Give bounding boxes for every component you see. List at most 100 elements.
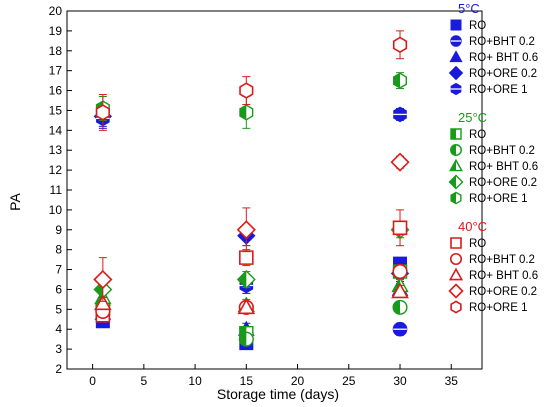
data-point: [392, 321, 408, 337]
data-point: [236, 270, 256, 289]
y-tick-label: 15: [49, 103, 63, 117]
series-group: [93, 30, 410, 323]
y-tick-label: 5: [55, 302, 62, 316]
legend-entry-label: RO+ORE 0.2: [469, 68, 537, 80]
legend-marker: [450, 35, 462, 47]
data-point-shape: [93, 269, 113, 290]
series: [93, 152, 410, 302]
legend-marker-shape-fill: [449, 175, 456, 189]
data-point-shape: [391, 282, 409, 299]
data-point: [392, 36, 408, 54]
x-axis-label: Storage time (days): [217, 386, 339, 402]
legend-marker: [448, 267, 464, 281]
data-point: [393, 72, 408, 89]
legend-entry-label: RO: [469, 238, 486, 250]
legend-marker: [448, 174, 464, 190]
y-tick-label: 10: [49, 203, 63, 217]
y-tick-label: 4: [55, 322, 62, 336]
data-point-shape-fill: [240, 105, 247, 120]
y-tick-label: 9: [55, 223, 62, 237]
legend-marker-shape: [449, 50, 463, 63]
axes: 0 5 10 15 20 25 30 35 2 3 4 5 6 7 8 9 10 11 12 13 14 15 16 17 18…: [49, 4, 483, 388]
legend-marker-shape-fill: [451, 192, 456, 204]
x-tick-label: 20: [291, 374, 305, 388]
x-tick-label: 15: [240, 374, 254, 388]
y-tick-label: 18: [49, 44, 63, 58]
data-point-shape-fill: [237, 271, 247, 288]
x-tick-label: 10: [188, 374, 202, 388]
legend-group-title: 5°C: [458, 1, 480, 16]
y-tick-label: 6: [55, 282, 62, 296]
legend-marker-shape: [448, 267, 464, 281]
legend-marker-shape: [448, 65, 464, 81]
data-point: [94, 294, 112, 311]
data-point: [93, 269, 113, 290]
data-marks: [93, 30, 410, 351]
data-point-shape: [392, 263, 408, 280]
legend-entry-label: RO+ORE 1: [469, 302, 527, 314]
data-point: [238, 331, 254, 347]
legend-marker-shape: [450, 300, 462, 314]
y-tick-label: 20: [49, 4, 63, 18]
legend-marker: [450, 144, 462, 156]
legend-entry-label: RO+ORE 1: [469, 193, 527, 205]
data-point: [393, 106, 407, 123]
legend-entry-label: RO: [469, 129, 486, 141]
legend-marker: [449, 252, 463, 266]
x-tick-label: 5: [141, 374, 148, 388]
data-point-shape-fill: [239, 332, 247, 346]
legend-marker-shape: [450, 19, 462, 31]
legend-group-title: 40°C: [458, 219, 487, 234]
legend-entry-label: RO+BHT 0.2: [469, 254, 535, 266]
legend-entry-label: RO+ORE 0.2: [469, 177, 537, 189]
legend-marker-shape: [450, 237, 462, 249]
legend-marker: [450, 82, 462, 96]
y-tick-label: 12: [49, 163, 63, 177]
series: [94, 282, 409, 315]
x-tick-label: 0: [89, 374, 96, 388]
data-point-shape: [94, 294, 112, 311]
legend-marker: [449, 158, 463, 172]
legend-entry-label: RO: [469, 20, 486, 32]
data-point-shape: [390, 152, 410, 172]
data-point: [237, 298, 256, 315]
data-point-shape-fill: [393, 300, 401, 315]
series: [95, 30, 408, 131]
x-tick-label: 30: [393, 374, 407, 388]
legend-marker-shape: [448, 283, 464, 299]
y-tick-label: 14: [49, 123, 63, 137]
legend-group-title: 25°C: [458, 110, 487, 125]
data-point: [392, 263, 408, 280]
legend-entry-label: RO+ BHT 0.6: [469, 161, 538, 173]
y-tick-label: 2: [55, 362, 62, 376]
y-tick-label: 8: [55, 243, 62, 257]
data-point: [236, 220, 256, 240]
data-point-shape: [237, 298, 256, 315]
legend-marker: [450, 19, 462, 31]
x-tick-label: 35: [445, 374, 459, 388]
y-tick-label: 17: [49, 64, 63, 78]
data-point: [391, 282, 409, 299]
y-tick-label: 19: [49, 24, 63, 38]
y-tick-label: 7: [55, 263, 62, 277]
legend-entry-label: RO+ BHT 0.6: [469, 52, 538, 64]
y-tick-label: 3: [55, 342, 62, 356]
data-point: [95, 104, 110, 121]
legend-marker: [450, 237, 462, 249]
legend-marker-shape-fill: [450, 144, 456, 156]
data-point-shape-fill: [393, 73, 401, 88]
data-point-shape: [239, 250, 254, 265]
legend-marker-shape-fill: [451, 129, 456, 139]
legend-marker: [450, 128, 462, 140]
legend-marker: [450, 191, 462, 205]
data-point: [239, 250, 254, 265]
data-point-shape: [392, 36, 408, 54]
legend-marker: [450, 300, 462, 314]
legend-marker: [449, 50, 463, 63]
data-point: [392, 299, 408, 315]
data-point-shape: [392, 220, 408, 236]
y-tick-label: 16: [49, 84, 63, 98]
x-tick-label: 25: [342, 374, 356, 388]
y-tick-label: 11: [50, 183, 63, 197]
